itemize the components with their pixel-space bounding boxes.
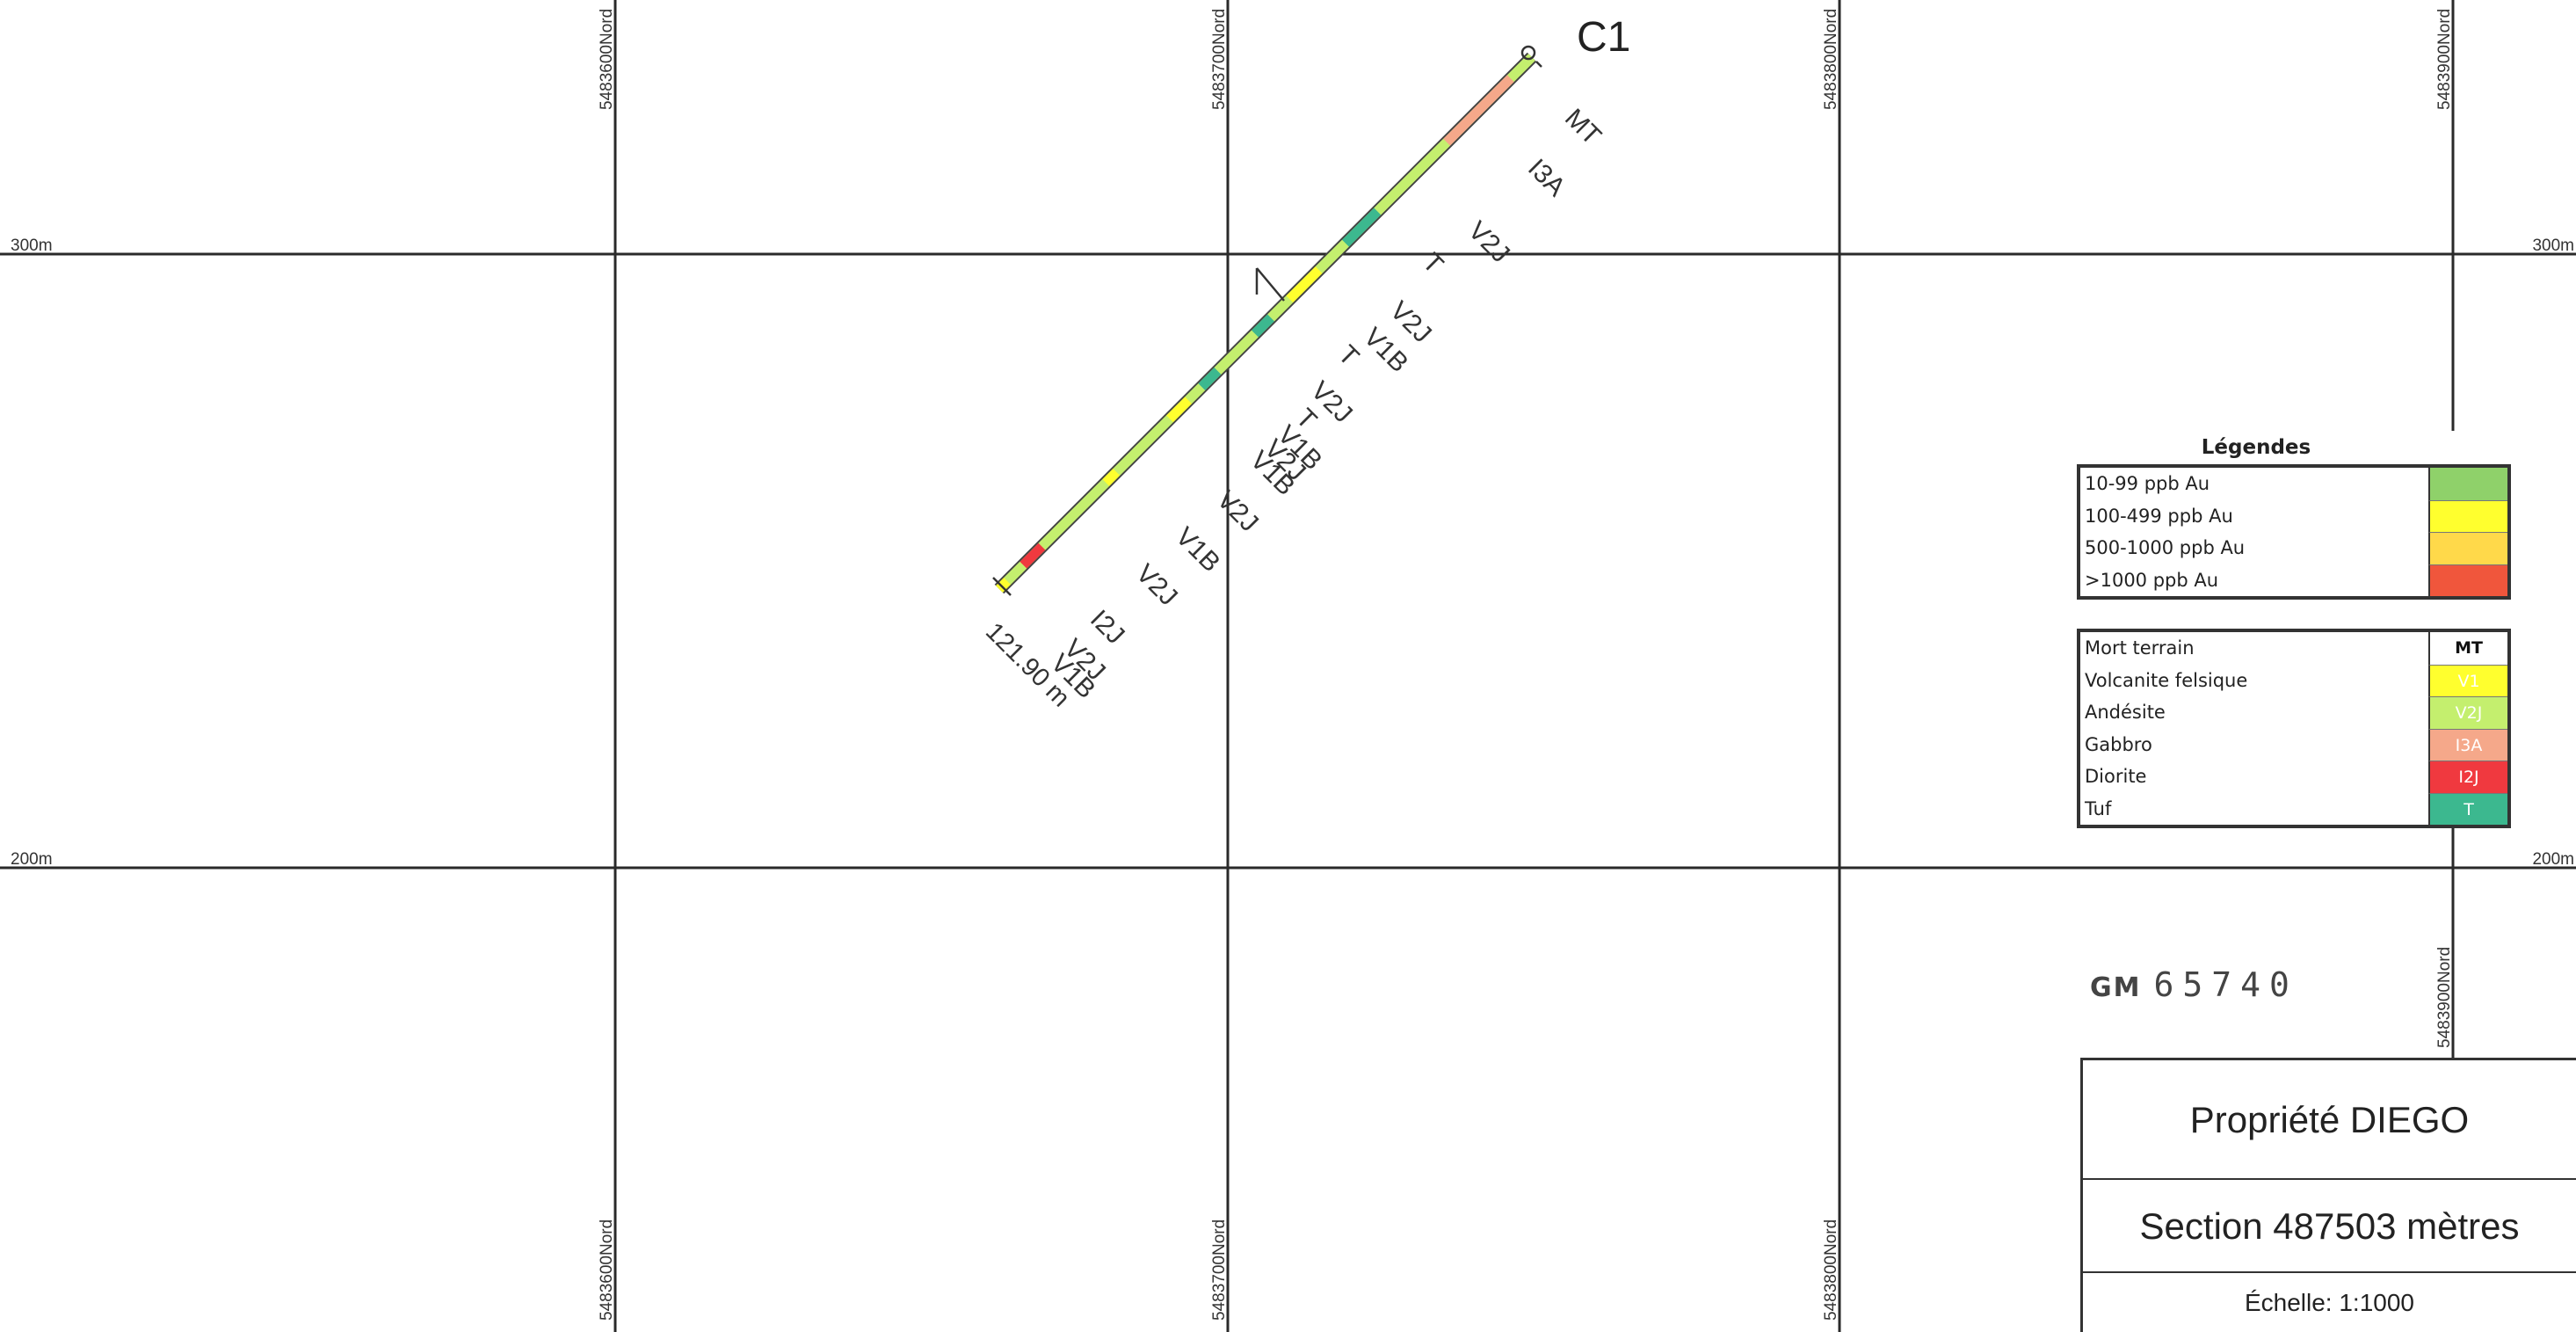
tuf-interval: [1251, 314, 1274, 338]
andesite-interval: [1315, 239, 1349, 273]
andesite-interval: [1374, 138, 1450, 215]
legend-label: 10-99 ppb Au: [2085, 473, 2210, 494]
section-title: Section 487503 mètres: [2083, 1180, 2576, 1273]
andesite-interval: [1185, 383, 1206, 404]
legend-label: 500-1000 ppb Au: [2085, 537, 2246, 558]
gold-interval: [1102, 469, 1121, 486]
legend-row: Andésite V2J: [2080, 696, 2507, 729]
legend-swatch: MT: [2428, 632, 2507, 665]
tuf-interval: [1198, 368, 1222, 390]
diorite-interval: [1020, 542, 1046, 569]
legend-row: Diorite I2J: [2080, 761, 2507, 793]
gm-prefix: GM: [2090, 972, 2142, 1003]
legend-swatch: T: [2428, 792, 2507, 825]
legend-swatch: [2428, 564, 2507, 596]
lithology-labels: MTI3AV2JTV2JV1BTV2JTV1BV2JV1BV2JV1BV2JI2…: [1045, 104, 1607, 704]
lithology-label: I3A: [1522, 154, 1571, 202]
lithology-label: T: [1417, 248, 1448, 280]
drillhole-name: C1: [1577, 14, 1630, 61]
lithology-label: MT: [1559, 104, 1607, 151]
tuf-interval: [1342, 207, 1382, 247]
gold-interval: [996, 578, 1011, 593]
legend-swatch: I3A: [2428, 728, 2507, 761]
gabbro-interval: [1443, 75, 1514, 146]
northing-label-top: 5483800Nord: [1822, 9, 1840, 110]
legend-label: Diorite: [2085, 766, 2147, 787]
gm-stamp: GM 65740: [2090, 965, 2298, 1004]
elevation-label-left: 200m: [11, 850, 53, 869]
legend-label: >1000 ppb Au: [2085, 569, 2219, 591]
gold-interval: [1166, 397, 1193, 423]
andesite-interval: [1214, 330, 1259, 375]
lithology-label: V2J: [1211, 485, 1264, 538]
drillhole-collar-marks: [992, 45, 1542, 596]
legend-label: Gabbro: [2085, 733, 2152, 755]
gold-interval: [1286, 266, 1323, 303]
andesite-interval: [1038, 479, 1110, 550]
elevation-label-right: 300m: [2532, 237, 2574, 255]
map-scale: Échelle: 1:1000: [2244, 1289, 2415, 1316]
legend-row: Tuf T: [2080, 792, 2507, 825]
legend-swatch: V1: [2428, 664, 2507, 696]
northing-label-bottom: 5483600Nord: [598, 1219, 616, 1321]
title-block: Propriété DIEGO Section 487503 mètres Éc…: [2080, 1058, 2576, 1332]
legend-row: 500-1000 ppb Au: [2080, 532, 2507, 564]
legend-row: Gabbro I3A: [2080, 728, 2507, 761]
grid-labels: 5483600Nord 5483700Nord 5483800Nord 5483…: [11, 9, 2574, 1321]
northing-label-top: 5483700Nord: [1210, 9, 1229, 110]
legend-label: Andésite: [2085, 702, 2166, 723]
elevation-label-left: 300m: [11, 237, 53, 255]
northing-label-bottom: 5483700Nord: [1210, 1219, 1229, 1321]
gold-grade-legend: 10-99 ppb Au 100-499 ppb Au 500-1000 ppb…: [2077, 464, 2511, 600]
legend-swatch: I2J: [2428, 761, 2507, 793]
legend-swatch: [2428, 468, 2507, 500]
property-name: Propriété DIEGO: [2083, 1060, 2576, 1180]
legend-title: Légendes: [2201, 436, 2311, 459]
andesite-interval: [1113, 415, 1173, 476]
northing-label-bottom: 5483900Nord: [2435, 947, 2454, 1048]
azimuth-tick: [1256, 267, 1285, 302]
lithology-label: V2J: [1462, 216, 1515, 269]
legend-swatch: [2428, 532, 2507, 564]
lithology-label: T: [1332, 340, 1364, 372]
legend-swatch: V2J: [2428, 696, 2507, 729]
legend-label: Volcanite felsique: [2085, 669, 2248, 691]
northing-label-top: 5483600Nord: [598, 9, 616, 110]
lithology-label: V1B: [1170, 522, 1225, 578]
northing-label-bottom: 5483800Nord: [1822, 1219, 1840, 1321]
legend-label: Mort terrain: [2085, 637, 2195, 659]
collar-circle: [1520, 45, 1536, 61]
hole-end-tick: [992, 577, 1012, 596]
legend-label: 100-499 ppb Au: [2085, 505, 2233, 527]
legend-row: 10-99 ppb Au: [2080, 468, 2507, 500]
legend-row: >1000 ppb Au: [2080, 564, 2507, 596]
drillhole-segments: [996, 75, 1514, 593]
drillhole-c1: C1 121.90 m MTI3AV2JTV2JV1BTV2JTV1BV2JV1…: [980, 14, 1630, 712]
legend-row: 100-499 ppb Au: [2080, 499, 2507, 532]
legend-label: Tuf: [2085, 797, 2112, 819]
legend-row: Volcanite felsique V1: [2080, 664, 2507, 696]
lithology-label: V2J: [1130, 559, 1183, 612]
lithology-label: I2J: [1085, 605, 1130, 651]
elevation-label-right: 200m: [2532, 850, 2574, 869]
andesite-interval: [1004, 561, 1027, 585]
collar-tick: [1535, 61, 1542, 68]
legend-row: Mort terrain MT: [2080, 632, 2507, 665]
gm-number: 65740: [2153, 965, 2298, 1004]
andesite-interval: [1267, 295, 1294, 322]
lithology-legend: Mort terrain MT Volcanite felsique V1 An…: [2077, 629, 2511, 828]
legend-swatch: [2428, 499, 2507, 532]
northing-label-top: 5483900Nord: [2435, 9, 2454, 110]
